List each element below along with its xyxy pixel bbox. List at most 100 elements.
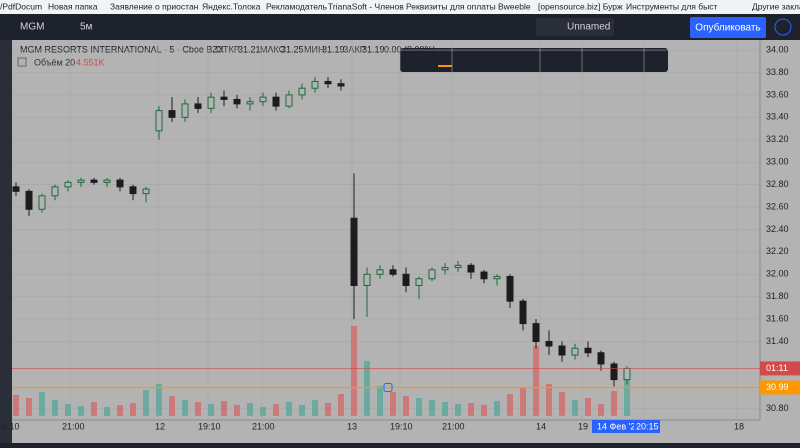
layout-name[interactable]: Unnamed (567, 22, 610, 33)
drawing-toolbar (400, 48, 668, 72)
candle-body (259, 96, 267, 103)
candle-body (480, 271, 488, 280)
volume-bar (104, 407, 110, 416)
x-tick-label: 12 (155, 421, 165, 431)
volume-legend-value: 4.551K (76, 57, 105, 67)
volume-bar (260, 407, 266, 416)
volume-legend: Объём 20 (34, 57, 75, 67)
legend-value: 31.19 (322, 44, 345, 54)
candle-body (272, 96, 280, 107)
candle-body (220, 96, 228, 100)
x-tick-label: 19:10 (390, 421, 413, 431)
interval[interactable]: 5м (80, 22, 93, 33)
candle-body (545, 341, 553, 347)
time-highlight (634, 420, 660, 433)
y-tick-label: 31.40 (766, 336, 789, 346)
candle-body (90, 179, 98, 183)
legend-label: МАКС (260, 44, 286, 54)
volume-bar (377, 386, 383, 416)
bookmark[interactable]: TrianaSoft - Членов (328, 1, 404, 11)
candle-body (38, 195, 46, 210)
volume-bar (442, 402, 448, 416)
candle-body (324, 80, 332, 85)
bookmark[interactable]: Реквизиты для оплаты (406, 1, 496, 11)
volume-bar (91, 402, 97, 416)
candle-body (519, 300, 527, 325)
bookmark[interactable]: Другие заклад (752, 1, 800, 11)
volume-bar (169, 396, 175, 416)
alert-handle[interactable] (383, 382, 393, 392)
bookmark[interactable]: Заявление о приостан (110, 1, 199, 11)
y-tick-label: 33.20 (766, 134, 789, 144)
y-tick-label: 34.00 (766, 44, 789, 54)
layout-button[interactable] (536, 18, 614, 36)
candle-body (64, 181, 72, 188)
y-tick-label: 30.80 (766, 403, 789, 413)
y-tick-label: 33.60 (766, 89, 789, 99)
publish-button[interactable] (690, 17, 766, 38)
time-highlight (592, 420, 634, 433)
candle-body (415, 278, 423, 286)
x-tick-label: 14 (536, 421, 546, 431)
volume-bar (117, 405, 123, 416)
candle-body (298, 87, 306, 96)
volume-bar (182, 400, 188, 416)
bookmark[interactable]: /PdfDocum (0, 1, 42, 11)
bookmark[interactable]: Яндекс.Толока (202, 1, 261, 11)
legend-change: 0.00 (0.00%) (384, 44, 436, 54)
replay-button[interactable] (774, 18, 792, 36)
x-tick-label: 19:10 (198, 421, 221, 431)
volume-bar (585, 398, 591, 416)
alert-price: 30.99 (766, 382, 789, 392)
volume-bar (533, 346, 539, 416)
volume-bar (130, 403, 136, 416)
volume-bar (325, 403, 331, 416)
y-tick-label: 32.00 (766, 269, 789, 279)
legend-title: MGM RESORTS INTERNATIONAL · 5 · Cboe BZX (20, 44, 224, 54)
volume-bar (611, 391, 617, 416)
candle-body (194, 103, 202, 109)
bookmark[interactable]: Инструменты для быст (626, 1, 717, 11)
volume-bar (520, 388, 526, 416)
volume-bar (299, 405, 305, 416)
bookmarks-bar (0, 0, 800, 14)
publish-label[interactable]: Опубликовать (695, 22, 760, 34)
volume-bar (39, 392, 45, 416)
y-tick-label: 32.60 (766, 201, 789, 211)
bookmark[interactable]: Рекламодатель (266, 1, 328, 11)
volume-bar (403, 396, 409, 416)
volume-bar (507, 394, 513, 416)
candle-body (532, 323, 540, 343)
volume-bar (286, 402, 292, 416)
candle-body (363, 273, 371, 286)
legend-icon[interactable] (17, 57, 27, 67)
volume-bar (390, 392, 396, 416)
volume-bar (338, 394, 344, 416)
candle-body (558, 345, 566, 356)
legend-label: МИН (304, 44, 324, 54)
price-axis (760, 40, 800, 443)
left-strip (0, 40, 12, 443)
bookmark[interactable]: Bweeble (498, 1, 531, 11)
candle-body (454, 264, 462, 269)
candle-body (441, 267, 449, 271)
candle-body (571, 347, 579, 356)
candle-body (246, 101, 254, 105)
x-tick-label: 18 (734, 421, 744, 431)
symbol[interactable]: MGM (20, 22, 44, 33)
volume-bar (598, 404, 604, 416)
bookmark[interactable]: Новая папка (48, 1, 98, 11)
legend-label: ОТКР (216, 44, 240, 54)
candle-body (142, 188, 150, 195)
volume-bar (143, 390, 149, 416)
legend-label: ЗАКР (343, 44, 366, 54)
volume-bar (13, 395, 19, 416)
candle-body (311, 80, 319, 89)
candle-body (493, 276, 501, 280)
candle-body (51, 186, 59, 197)
y-tick-label: 33.40 (766, 112, 789, 122)
volume-bar (273, 404, 279, 416)
bookmark[interactable]: [opensource.biz] Бурж (538, 1, 623, 11)
